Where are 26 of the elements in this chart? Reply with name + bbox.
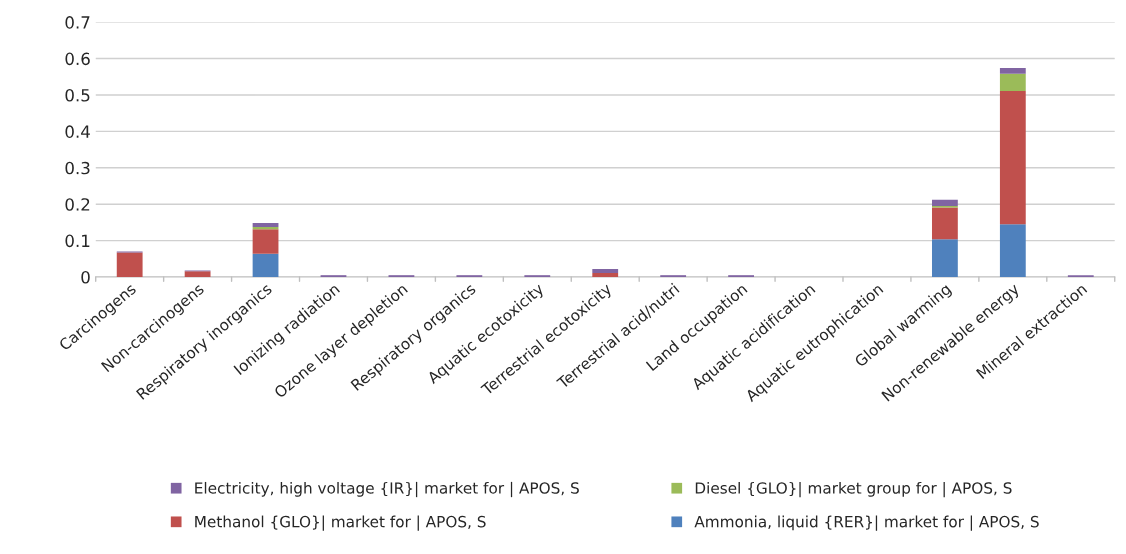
y-tick-label: 0.5: [65, 88, 90, 102]
y-tick-label: 0.7: [65, 16, 90, 29]
bar: [931, 207, 958, 240]
legend-label: Electricity, high voltage {IR}| market for | APOS, S: [195, 481, 579, 498]
bar: [999, 224, 1026, 277]
y-tick-label: 0.6: [65, 52, 90, 66]
bar: [116, 252, 143, 277]
legend-label: Methanol {GLO}| market for | APOS, S: [195, 515, 486, 531]
y-tick-label: 0.3: [65, 161, 90, 175]
bar: [592, 273, 619, 277]
bar: [999, 90, 1026, 225]
legend-label: Ammonia, liquid {RER}| market for | APOS, S: [694, 515, 1039, 531]
y-tick-label: 0.4: [65, 125, 90, 138]
bar: [252, 229, 279, 254]
bar: [252, 253, 279, 277]
bar: [931, 239, 958, 277]
bar: [184, 271, 211, 277]
bar: [252, 223, 279, 228]
bar: [999, 68, 1026, 74]
y-tick-label: 0: [81, 270, 90, 284]
y-tick-label: 0.1: [65, 234, 90, 248]
bar: [999, 73, 1026, 91]
bar: [592, 268, 619, 273]
bar: [931, 199, 958, 207]
y-tick-label: 0.2: [65, 198, 90, 211]
legend-label: Diesel {GLO}| market group for | APOS, S: [695, 481, 1012, 498]
